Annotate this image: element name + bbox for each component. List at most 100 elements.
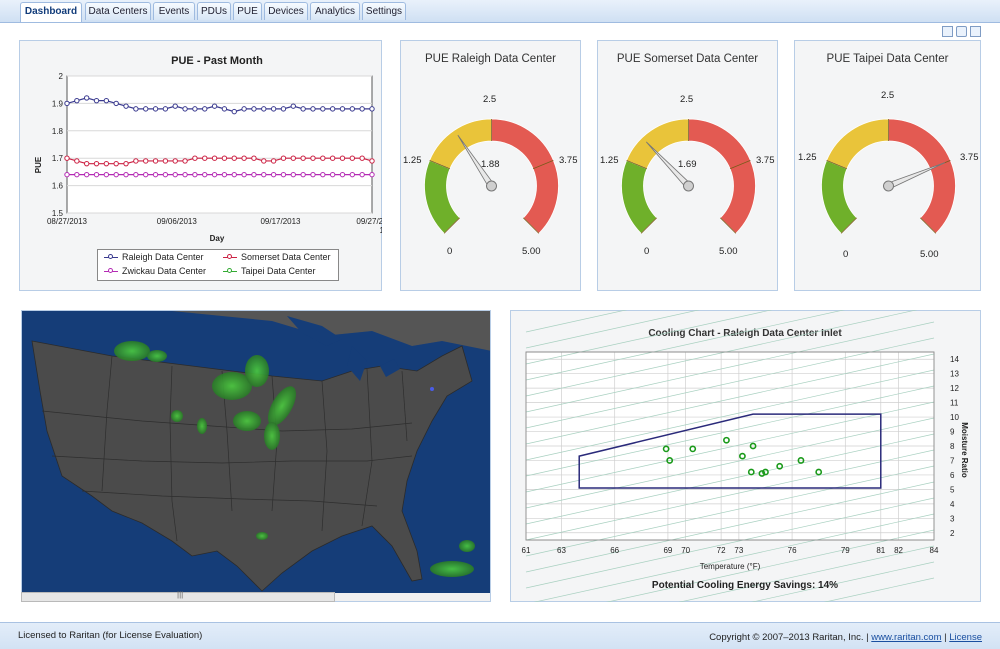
license-text: Licensed to Raritan (for License Evaluat… [18, 630, 203, 641]
pue-data-point [369, 171, 375, 178]
pue-data-point [123, 103, 129, 109]
pue-data-point [261, 106, 267, 112]
tab-data-centers[interactable]: Data Centers [85, 2, 151, 20]
tab-devices[interactable]: Devices [264, 2, 308, 20]
pue-data-point [339, 106, 346, 112]
gauge-tick [920, 217, 937, 234]
pue-data-point [133, 171, 139, 178]
tab-analytics[interactable]: Analytics [310, 2, 360, 20]
cooling-humidity-curve [525, 433, 935, 525]
pue-data-point [143, 106, 149, 112]
pue-data-point [143, 171, 149, 178]
pue-data-point [162, 171, 169, 178]
cooling-humidity-curve [533, 513, 935, 602]
cooling-x-tick-label: 82 [894, 546, 903, 555]
pue-y-tick-label: 1.5 [52, 209, 64, 218]
pue-data-point [74, 158, 80, 164]
cooling-humidity-curve [525, 465, 935, 557]
cooling-data-point [758, 470, 766, 477]
pue-data-point [241, 155, 247, 161]
us-map-graphic [22, 311, 490, 593]
pue-data-point [310, 155, 316, 161]
gauge-title-taipei: PUE Taipei Data Center [826, 53, 949, 65]
window-icon[interactable] [942, 26, 953, 37]
cooling-humidity-curve [525, 353, 935, 445]
pue-data-point [339, 155, 346, 161]
tab-settings[interactable]: Settings [362, 2, 406, 20]
tab-events[interactable]: Events [153, 2, 195, 20]
gauge-panel-somerset: PUE Somerset Data Center 2.5 1.25 3.75 1… [597, 40, 778, 291]
pue-data-point [270, 171, 277, 178]
pue-data-point [172, 103, 178, 109]
weather-radar-map[interactable] [21, 310, 491, 602]
export-icon[interactable] [970, 26, 981, 37]
cooling-data-point [749, 442, 757, 450]
legend-somerset: Somerset Data Center [241, 252, 331, 262]
pue-data-point [369, 158, 375, 164]
cooling-x-tick-label: 79 [841, 546, 850, 555]
cooling-humidity-curve [525, 321, 935, 413]
gauge-tick [429, 159, 451, 170]
pue-data-point [349, 171, 356, 178]
pue-data-point [231, 108, 237, 115]
pue-data-point [251, 106, 257, 112]
pue-data-point [172, 158, 178, 164]
pue-data-point [103, 171, 110, 178]
pue-data-point [231, 155, 237, 161]
pue-data-point [280, 171, 287, 178]
license-link[interactable]: License [949, 632, 982, 643]
cooling-y-tick-label: 3 [950, 514, 955, 523]
cooling-x-tick-label: 69 [663, 546, 672, 555]
gauge-label-max: 5.00 [719, 246, 738, 257]
cooling-y-tick-label: 9 [950, 428, 955, 437]
tab-pue[interactable]: PUE [233, 2, 262, 20]
gauge-panel-raleigh: PUE Raleigh Data Center 2.5 1.25 3.75 1.… [400, 40, 581, 291]
cooling-x-tick-label: 72 [717, 546, 726, 555]
pue-data-point [64, 171, 70, 178]
cooling-y-tick-label: 4 [950, 500, 955, 509]
gauge-taipei [821, 118, 956, 234]
cooling-humidity-curve [525, 310, 773, 365]
pue-data-point [221, 155, 228, 161]
cooling-humidity-curve [525, 401, 935, 493]
cooling-y-tick-label: 8 [950, 442, 955, 451]
tab-dashboard[interactable]: Dashboard [20, 2, 82, 22]
gauge-title-somerset: PUE Somerset Data Center [616, 53, 759, 65]
pue-data-point [93, 171, 100, 178]
pue-x-tick-label-cont: 13 [380, 226, 382, 235]
footer-bar: Licensed to Raritan (for License Evaluat… [0, 622, 1000, 649]
cooling-data-point [815, 468, 823, 476]
pue-data-point [83, 160, 90, 167]
pue-data-point [300, 106, 306, 112]
cooling-x-tick-label: 66 [610, 546, 619, 555]
tab-pdus[interactable]: PDUs [197, 2, 231, 20]
gauge-tick [729, 159, 751, 170]
pue-data-point [251, 171, 257, 178]
pue-data-point [359, 171, 365, 178]
print-icon[interactable] [956, 26, 967, 37]
cooling-x-tick-label: 81 [876, 546, 885, 555]
map-horizontal-scrollbar[interactable]: ||| [21, 590, 335, 602]
pue-data-point [300, 155, 306, 161]
gauge-tick [443, 217, 460, 234]
pue-data-point [290, 155, 296, 161]
raritan-link[interactable]: www.raritan.com [871, 632, 942, 643]
pue-data-point [251, 155, 257, 161]
pue-data-point [113, 171, 119, 178]
gauge-tick [626, 159, 648, 170]
pue-data-point [339, 171, 346, 178]
cooling-y-tick-label: 11 [950, 399, 959, 408]
cooling-humidity-curve [525, 310, 918, 397]
map-scroll-thumb[interactable]: ||| [177, 590, 184, 599]
gauge-tick [720, 217, 737, 234]
cooling-humidity-curve [678, 545, 935, 602]
cooling-data-point [747, 468, 755, 476]
cooling-data-point [739, 452, 746, 460]
pue-data-point [93, 97, 100, 104]
cooling-humidity-curve [525, 310, 628, 333]
pue-data-point [83, 171, 90, 178]
cooling-x-axis-label: Temperature (°F) [700, 562, 761, 571]
cooling-humidity-curve [525, 369, 935, 461]
cooling-data-point [666, 457, 674, 464]
pue-data-point [162, 106, 169, 112]
